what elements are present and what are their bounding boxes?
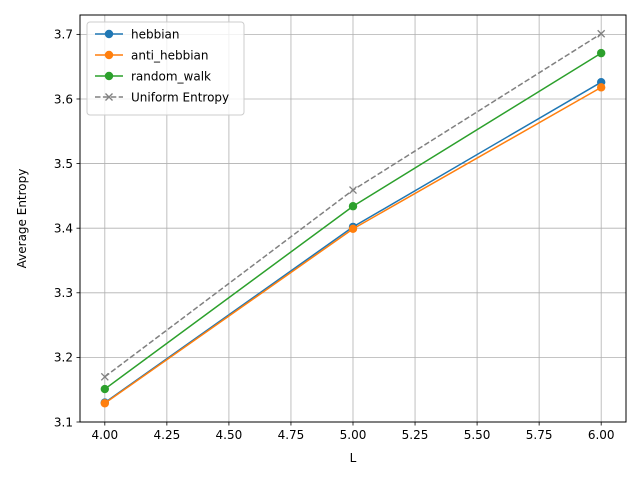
legend-box bbox=[86, 21, 245, 116]
x-tick-label: 5.50 bbox=[464, 428, 491, 442]
data-point-anti-hebbian bbox=[348, 224, 358, 234]
y-tick-label: 3.2 bbox=[54, 351, 73, 365]
x-tick-label: 5.75 bbox=[526, 428, 553, 442]
legend-marker bbox=[104, 50, 114, 60]
data-point-anti-hebbian bbox=[596, 83, 606, 92]
y-tick-label: 3.1 bbox=[54, 415, 73, 429]
x-tick-label: 6.00 bbox=[588, 428, 615, 442]
legend-marker bbox=[104, 71, 114, 81]
y-tick-label: 3.4 bbox=[54, 221, 73, 235]
x-axis: 4.00 4.25 4.50 4.75 5.00 5.25 5.50 5.75 6.00 bbox=[91, 422, 615, 442]
data-point-uniform-entropy bbox=[100, 372, 109, 381]
data-point-random-walk bbox=[100, 384, 110, 394]
x-tick-label: 5.25 bbox=[402, 428, 429, 442]
x-tick-label: 5.00 bbox=[340, 428, 367, 442]
x-tick-label: 4.00 bbox=[91, 428, 118, 442]
x-tick-label: 4.50 bbox=[216, 428, 243, 442]
y-tick-label: 3.7 bbox=[54, 28, 73, 42]
series-random-walk bbox=[100, 48, 606, 394]
data-point-uniform-entropy bbox=[349, 186, 357, 195]
data-point-random-walk bbox=[348, 202, 358, 211]
y-tick-label: 3.6 bbox=[54, 92, 73, 106]
legend-item-random-walk: random_walk bbox=[95, 69, 211, 83]
legend-item-hebbian: hebbian bbox=[95, 27, 180, 41]
legend-label: random_walk bbox=[131, 69, 211, 83]
legend-label: anti_hebbian bbox=[131, 48, 209, 62]
x-axis-label: L bbox=[350, 451, 357, 465]
legend-marker bbox=[104, 29, 114, 39]
series-anti-hebbian bbox=[100, 83, 606, 408]
legend-item-anti-hebbian: anti_hebbian bbox=[95, 48, 209, 62]
data-point-random-walk bbox=[596, 48, 606, 58]
series-layer bbox=[100, 29, 606, 408]
legend-label: hebbian bbox=[131, 27, 180, 41]
legend-item-uniform-entropy: Uniform Entropy bbox=[95, 90, 229, 104]
series-uniform-entropy bbox=[100, 29, 606, 381]
y-tick-label: 3.5 bbox=[54, 157, 73, 171]
legend: hebbian anti_hebbian random_walk Uniform En… bbox=[86, 21, 245, 116]
data-point-anti-hebbian bbox=[100, 399, 110, 408]
legend-marker bbox=[105, 93, 113, 101]
x-tick-label: 4.75 bbox=[278, 428, 305, 442]
x-tick-label: 4.25 bbox=[154, 428, 181, 442]
legend-label: Uniform Entropy bbox=[131, 90, 229, 104]
y-axis: 3.1 3.2 3.3 3.4 3.5 3.6 3.7 bbox=[54, 28, 80, 429]
y-axis-label: Average Entropy bbox=[15, 169, 29, 269]
data-point-uniform-entropy bbox=[597, 29, 606, 38]
y-tick-label: 3.3 bbox=[54, 286, 73, 300]
